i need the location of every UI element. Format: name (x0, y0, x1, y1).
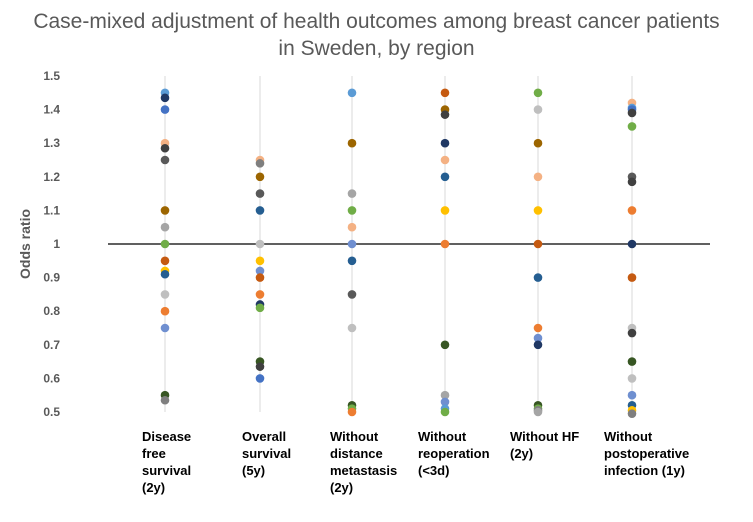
data-point-0-14 (160, 323, 170, 333)
data-point-4-9 (533, 340, 543, 350)
data-point-3-3 (440, 138, 450, 148)
data-point-1-8 (255, 273, 265, 282)
x-category-label-4: Without HF (2y) (510, 429, 580, 461)
data-point-0-7 (160, 222, 170, 232)
data-point-4-8 (533, 333, 543, 343)
chart-title-line-1: Case-mixed adjustment of health outcomes… (33, 10, 720, 33)
y-tick-label-1: 0.6 (43, 371, 60, 385)
data-point-4-0 (533, 88, 543, 98)
data-point-0-1 (160, 93, 170, 103)
data-point-1-14 (255, 374, 265, 383)
y-axis-title: Odds ratio (17, 209, 33, 279)
y-tick-label-5: 1 (53, 237, 60, 251)
data-point-4-7 (533, 323, 543, 333)
data-point-2-7 (347, 290, 357, 299)
data-point-4-13 (533, 407, 543, 417)
data-point-5-17 (627, 409, 637, 418)
data-point-0-13 (160, 306, 170, 316)
data-point-5-6 (627, 177, 637, 187)
data-point-5-3 (627, 108, 637, 118)
data-point-1-9 (255, 290, 265, 299)
data-point-3-7 (440, 239, 450, 249)
y-tick-label-10: 1.5 (43, 69, 60, 83)
x-category-label-5: Without postoperative infection (1y) (604, 429, 690, 478)
data-point-2-6 (347, 256, 357, 266)
data-point-1-3 (255, 189, 265, 198)
data-point-1-7 (255, 266, 265, 276)
data-point-4-1 (533, 105, 543, 114)
y-tick-label-4: 0.9 (43, 271, 60, 285)
data-point-3-4 (440, 155, 450, 165)
data-point-1-2 (255, 172, 265, 182)
data-point-0-5 (160, 155, 170, 165)
data-point-3-8 (440, 340, 450, 350)
data-point-2-2 (347, 189, 357, 198)
data-point-3-10 (440, 397, 450, 407)
data-point-5-9 (627, 273, 637, 282)
data-point-4-4 (533, 206, 543, 215)
data-point-1-4 (255, 206, 265, 215)
y-tick-label-2: 0.7 (43, 338, 60, 352)
data-point-5-4 (627, 122, 637, 131)
data-point-4-5 (533, 239, 543, 249)
data-point-1-5 (255, 239, 265, 249)
y-tick-label-9: 1.4 (43, 103, 60, 117)
data-point-4-3 (533, 172, 543, 182)
data-point-5-11 (627, 328, 637, 338)
x-category-label-2: Without distance metastasis (2y) (330, 429, 398, 495)
x-category-label-0: Disease free survival (2y) (142, 429, 192, 495)
data-point-0-9 (160, 256, 170, 266)
data-point-0-6 (160, 206, 170, 215)
data-point-2-3 (347, 206, 357, 215)
data-point-3-12 (440, 407, 450, 417)
x-category-label-3: Without reoperation (<3d) (418, 429, 490, 478)
data-point-2-1 (347, 138, 357, 148)
data-point-5-8 (627, 239, 637, 249)
data-point-1-11 (255, 303, 265, 313)
data-point-5-14 (627, 390, 637, 400)
data-point-5-12 (627, 357, 637, 366)
data-point-1-1 (255, 159, 265, 168)
data-point-2-4 (347, 222, 357, 232)
data-point-3-6 (440, 206, 450, 215)
data-point-2-5 (347, 239, 357, 249)
y-tick-label-3: 0.8 (43, 304, 60, 318)
data-point-2-8 (347, 323, 357, 333)
data-point-0-2 (160, 105, 170, 114)
data-point-0-8 (160, 239, 170, 249)
data-point-0-12 (160, 290, 170, 299)
data-point-1-13 (255, 362, 265, 371)
data-point-3-2 (440, 110, 450, 119)
y-tick-label-6: 1.1 (43, 203, 60, 217)
y-tick-label-7: 1.2 (43, 170, 60, 184)
data-point-3-5 (440, 172, 450, 182)
y-tick-label-8: 1.3 (43, 136, 60, 150)
data-point-3-9 (440, 390, 450, 400)
y-tick-label-0: 0.5 (43, 405, 60, 419)
data-point-3-0 (440, 88, 450, 98)
data-point-0-4 (160, 143, 170, 153)
data-point-4-6 (533, 273, 543, 282)
data-point-5-13 (627, 374, 637, 383)
data-point-2-11 (347, 407, 357, 417)
data-point-5-7 (627, 206, 637, 215)
data-point-1-6 (255, 256, 265, 266)
data-point-0-11 (160, 269, 170, 279)
data-point-2-0 (347, 88, 357, 98)
data-point-4-2 (533, 138, 543, 148)
data-point-0-16 (160, 395, 170, 405)
chart-title-line-2: in Sweden, by region (278, 37, 475, 60)
x-category-label-1: Overall survival (5y) (242, 429, 292, 478)
